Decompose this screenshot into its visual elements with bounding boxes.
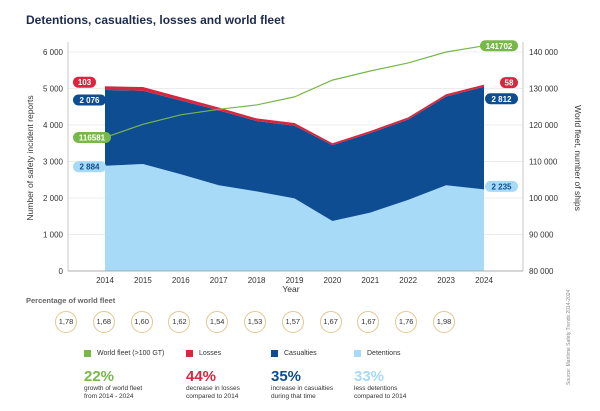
y2-axis-label: World fleet, number of ships	[573, 105, 583, 211]
label-losses-2024-bg	[500, 77, 518, 89]
stat-block: 33% less detentions compared to 2014	[354, 369, 406, 400]
legend-item: World fleet (>100 GT)	[84, 350, 164, 357]
legend-swatch	[354, 350, 361, 357]
legend-item: Casualties	[271, 350, 317, 357]
fleet-line-group	[104, 45, 485, 139]
percentage-circle: 1,53	[244, 311, 266, 333]
x-tick-label: 2023	[437, 276, 455, 285]
percentage-circle: 1,67	[357, 311, 380, 333]
x-tick-label: 2016	[172, 276, 190, 285]
legend-item: Detentions	[354, 350, 400, 357]
legend-swatch	[186, 350, 193, 357]
percentage-circle: 1,57	[281, 311, 304, 333]
chart-title: Detentions, casualties, losses and world…	[26, 13, 285, 27]
y-tick-label: 4 000	[43, 121, 64, 130]
x-tick-label: 2022	[399, 276, 417, 285]
label-detentions-2014-bg	[73, 161, 106, 173]
stat-block: 22% growth of world fleet from 2014 - 2024	[84, 369, 142, 400]
percentage-circle: 1,98	[433, 311, 455, 333]
y2-tick-label: 120 000	[529, 121, 558, 130]
y2-tick-label: 100 000	[529, 194, 558, 203]
x-tick-label: 2019	[286, 276, 304, 285]
left-axis: 0 1 000 2 000 3 000 4 000 5 000 6 000	[43, 42, 69, 276]
stat-description: growth of world fleet from 2014 - 2024	[84, 385, 143, 400]
label-casualties-2014-bg	[73, 94, 106, 106]
y2-tick-label: 90 000	[529, 231, 554, 240]
chart-svg: 0 1 000 2 000 3 000 4 000 5 000 6 000 80 000 90…	[25, 40, 583, 294]
y-tick-label: 6 000	[43, 48, 64, 57]
label-fleet-2014: 116581	[79, 133, 106, 142]
value-labels: 103 2 076 116581 2 884 141702 58 2 812 2 235	[73, 40, 518, 192]
label-losses-2014: 103	[78, 78, 92, 87]
stat-description: increase in casualties during that time	[271, 385, 334, 400]
x-tick-label: 2020	[324, 276, 342, 285]
stat-value: 35%	[271, 368, 302, 385]
percentage-circle: 1,60	[130, 311, 153, 333]
label-fleet-2014-bg	[73, 131, 111, 143]
areas	[105, 84, 484, 271]
legend-swatch	[271, 350, 278, 357]
x-tick-label: 2015	[134, 276, 152, 285]
percentage-circle: 1,76	[395, 311, 418, 333]
area-detentions	[105, 164, 484, 271]
x-tick-label: 2018	[248, 276, 266, 285]
label-detentions-2024: 2 235	[491, 182, 512, 191]
label-detentions-2024-bg	[485, 180, 518, 192]
y-tick-label: 5 000	[43, 85, 64, 94]
x-tick-label: 2021	[361, 276, 379, 285]
label-detentions-2014: 2 884	[79, 163, 100, 172]
x-tick-label: 2014	[96, 276, 114, 285]
source-note: Source: Maritime Safety Trends 2014-2024	[566, 289, 572, 385]
stat-block: 44% decrease in losses compared to 2014	[186, 369, 240, 400]
legend-label: Detentions	[367, 350, 401, 357]
label-casualties-2024: 2 812	[491, 95, 512, 104]
y-tick-label: 0	[59, 267, 64, 276]
right-axis: 80 000 90 000 100 000 110 000 120 000 130 000…	[522, 42, 558, 276]
stat-value: 33%	[354, 368, 385, 385]
y-tick-label: 2 000	[43, 194, 64, 203]
legend-swatch	[84, 350, 91, 357]
fleet-line	[104, 45, 485, 139]
y2-tick-label: 110 000	[529, 158, 558, 167]
y2-tick-label: 80 000	[529, 267, 554, 276]
y2-tick-label: 140 000	[529, 48, 558, 57]
label-casualties-2014: 2 076	[79, 96, 100, 105]
label-losses-2014-bg	[73, 76, 96, 88]
label-fleet-2024: 141702	[486, 42, 513, 51]
area-casualties	[105, 86, 484, 221]
x-axis: 2014 2015 2016 2017 2018 2019 2020 2021 2022 2023…	[68, 270, 523, 285]
label-fleet-2024-bg	[480, 40, 518, 52]
label-casualties-2024-bg	[485, 93, 518, 105]
percentage-title: Percentage of world fleet	[26, 296, 116, 305]
percentage-circle: 1,67	[319, 311, 342, 333]
stat-block: 35% increase in casualties during that tim…	[271, 369, 333, 400]
x-tick-label: 2024	[475, 276, 493, 285]
stat-description: decrease in losses compared to 2014	[186, 385, 240, 400]
percentage-circle: 1,62	[168, 311, 191, 333]
legend-label: Losses	[199, 350, 222, 357]
y2-tick-label: 130 000	[529, 85, 558, 94]
percentage-circle: 1,78	[55, 311, 77, 333]
y-tick-label: 1 000	[43, 231, 64, 240]
stat-description: less detentions compared to 2014	[354, 385, 407, 400]
percentage-circle: 1,54	[206, 311, 229, 333]
x-tick-label: 2017	[210, 276, 228, 285]
label-losses-2024: 58	[505, 79, 514, 88]
y-tick-label: 3 000	[43, 158, 64, 167]
legend-label: Casualties	[284, 350, 317, 357]
stat-value: 44%	[186, 368, 217, 385]
x-axis-label: Year	[282, 284, 299, 294]
legend-label: World fleet (>100 GT)	[97, 350, 165, 357]
y-axis-label: Number of safety incident reports	[25, 95, 35, 220]
stat-value: 22%	[84, 368, 115, 385]
percentage-circle: 1,68	[92, 311, 115, 333]
legend-item: Losses	[186, 350, 221, 357]
